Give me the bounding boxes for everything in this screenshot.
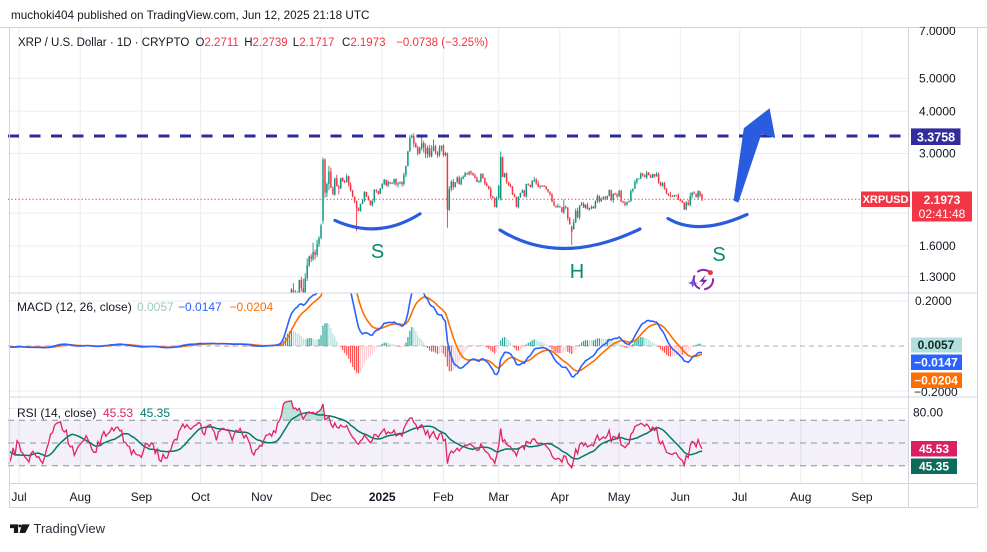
svg-text:−0.2000: −0.2000	[914, 385, 958, 399]
svg-text:Aug: Aug	[70, 490, 91, 504]
svg-text:Feb: Feb	[433, 490, 454, 504]
svg-text:Jun: Jun	[671, 490, 690, 504]
svg-text:2025: 2025	[369, 490, 396, 504]
svg-text:1.6000: 1.6000	[919, 239, 956, 253]
svg-text:Aug: Aug	[790, 490, 811, 504]
svg-text:3.0000: 3.0000	[919, 147, 956, 161]
svg-text:45.53: 45.53	[919, 442, 949, 456]
svg-text:XRP / U.S. Dollar · 1D · CRYPT: XRP / U.S. Dollar · 1D · CRYPTO O2.2711 H2…	[18, 37, 488, 49]
svg-text:Sep: Sep	[131, 490, 153, 504]
svg-text:Apr: Apr	[551, 490, 570, 504]
svg-text:MACD (12, 26, close)0.0057−0.0: MACD (12, 26, close) 0.0057 −0.0147 −0.0204	[17, 300, 274, 314]
svg-text:5.0000: 5.0000	[919, 72, 956, 86]
svg-text:TradingView: TradingView	[34, 521, 106, 536]
svg-text:May: May	[608, 490, 631, 504]
svg-text:Jul: Jul	[11, 490, 26, 504]
svg-text:1.3000: 1.3000	[919, 270, 956, 284]
svg-text:0.2000: 0.2000	[915, 294, 952, 308]
svg-text:0.0057: 0.0057	[918, 338, 955, 352]
svg-text:4.0000: 4.0000	[919, 105, 956, 119]
svg-text:Dec: Dec	[310, 490, 331, 504]
svg-text:7.0000: 7.0000	[919, 24, 956, 38]
svg-text:muchoki404 published on Tradin: muchoki404 published on TradingView.com,…	[11, 9, 369, 22]
svg-text:Oct: Oct	[191, 490, 210, 504]
svg-text:80.00: 80.00	[913, 406, 943, 420]
svg-text:−0.0147: −0.0147	[914, 356, 958, 370]
svg-text:Jul: Jul	[732, 490, 747, 504]
svg-text:2.1973: 2.1973	[924, 193, 961, 207]
svg-text:Mar: Mar	[488, 490, 509, 504]
svg-text:Sep: Sep	[851, 490, 873, 504]
svg-text:−0.0204: −0.0204	[914, 374, 958, 388]
svg-text:S: S	[371, 241, 384, 263]
svg-text:3.3758: 3.3758	[917, 131, 955, 145]
svg-text:H: H	[570, 261, 584, 283]
svg-text:45.35: 45.35	[919, 460, 949, 474]
svg-text:Nov: Nov	[251, 490, 272, 504]
svg-text:02:41:48: 02:41:48	[919, 207, 966, 221]
svg-text:S: S	[712, 244, 725, 266]
svg-text:XRPUSD: XRPUSD	[863, 194, 909, 206]
